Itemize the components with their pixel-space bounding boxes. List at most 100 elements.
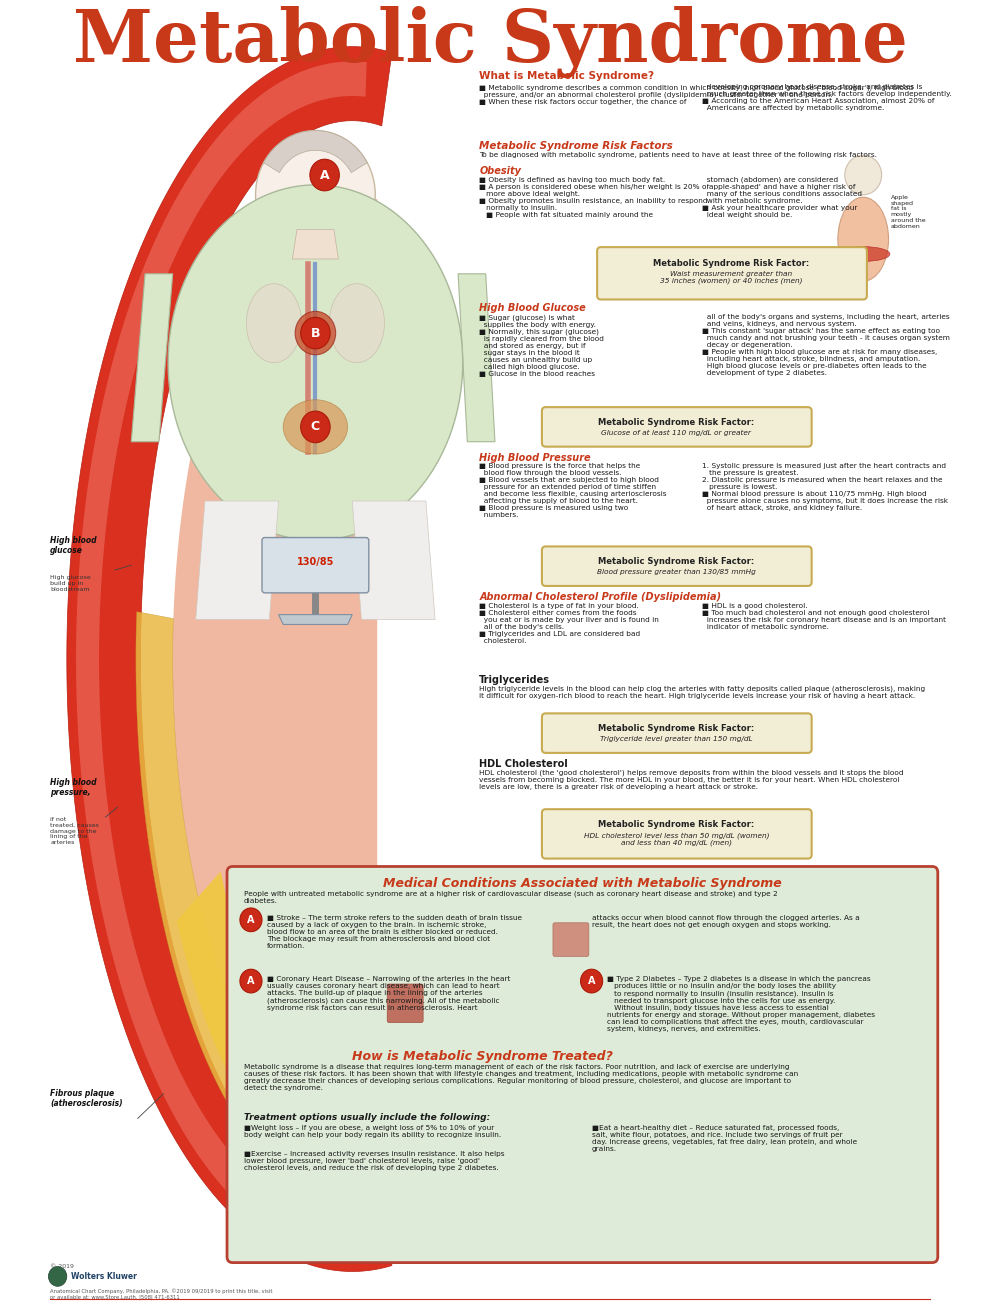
Text: People with untreated metabolic syndrome are at a higher risk of cardiovascular : People with untreated metabolic syndrome… (244, 890, 777, 903)
Text: Metabolic Syndrome Risk Factor:: Metabolic Syndrome Risk Factor: (653, 260, 810, 267)
Text: Abnormal Cholesterol Profile (Dyslipidemia): Abnormal Cholesterol Profile (Dyslipidem… (479, 591, 721, 602)
Text: Fibrous plaque
(atherosclerosis): Fibrous plaque (atherosclerosis) (50, 1089, 123, 1109)
Circle shape (250, 389, 261, 401)
Circle shape (254, 538, 265, 549)
Text: High blood
pressure,: High blood pressure, (50, 777, 97, 797)
Text: To be diagnosed with metabolic syndrome, patients need to have at least three of: To be diagnosed with metabolic syndrome,… (479, 152, 877, 159)
Text: Metabolic Syndrome: Metabolic Syndrome (73, 5, 908, 77)
Text: High triglyceride levels in the blood can help clog the arteries with fatty depo: High triglyceride levels in the blood ca… (479, 686, 925, 699)
Text: ■ Type 2 Diabetes – Type 2 diabetes is a disease in which the pancreas
   produc: ■ Type 2 Diabetes – Type 2 diabetes is a… (607, 977, 875, 1032)
Circle shape (323, 459, 334, 471)
Text: B: B (311, 326, 320, 340)
Circle shape (295, 311, 336, 355)
Text: attacks occur when blood cannot flow through the clogged arteries. As a
result, : attacks occur when blood cannot flow thr… (592, 915, 859, 928)
Circle shape (343, 408, 354, 420)
Text: Metabolic Syndrome Risk Factors: Metabolic Syndrome Risk Factors (479, 142, 673, 152)
Text: Apple
shaped
fat is
mostly
around the
abdomen: Apple shaped fat is mostly around the ab… (891, 195, 925, 229)
Circle shape (305, 448, 316, 461)
Text: ■Eat a heart-healthy diet – Reduce saturated fat, processed foods,
salt, white f: ■Eat a heart-healthy diet – Reduce satur… (592, 1125, 857, 1152)
Text: if not
treated, causes
damage to the
lining of the
arteries: if not treated, causes damage to the lin… (50, 817, 99, 846)
Text: Metabolic Syndrome Risk Factor:: Metabolic Syndrome Risk Factor: (598, 557, 754, 566)
Circle shape (329, 388, 340, 400)
Text: ■Weight loss – If you are obese, a weight loss of 5% to 10% of your
body weight : ■Weight loss – If you are obese, a weigh… (244, 1125, 501, 1138)
Text: HDL Cholesterol: HDL Cholesterol (479, 759, 568, 768)
Text: HDL cholesterol level less than 50 mg/dL (women)
and less than 40 mg/dL (men): HDL cholesterol level less than 50 mg/dL… (584, 832, 769, 846)
Polygon shape (292, 229, 338, 260)
Circle shape (325, 399, 336, 410)
Polygon shape (173, 195, 377, 1124)
Polygon shape (458, 274, 495, 442)
Circle shape (264, 465, 275, 477)
Text: all of the body's organs and systems, including the heart, arteries
  and veins,: all of the body's organs and systems, in… (702, 315, 950, 376)
Text: A: A (247, 977, 255, 986)
Circle shape (228, 469, 239, 481)
Circle shape (301, 374, 312, 385)
Text: 130/85: 130/85 (297, 557, 334, 568)
Circle shape (302, 479, 314, 490)
Circle shape (328, 281, 339, 292)
Circle shape (350, 496, 361, 507)
Text: ■ Metabolic syndrome describes a common condition in which obesity, high blood g: ■ Metabolic syndrome describes a common … (479, 84, 913, 105)
Text: © 2019: © 2019 (50, 1264, 74, 1269)
Circle shape (316, 519, 327, 531)
Text: How is Metabolic Syndrome Treated?: How is Metabolic Syndrome Treated? (352, 1050, 613, 1063)
Circle shape (306, 552, 317, 564)
FancyBboxPatch shape (542, 547, 812, 586)
Text: What is Metabolic Syndrome?: What is Metabolic Syndrome? (479, 71, 654, 81)
Circle shape (240, 969, 262, 992)
Ellipse shape (329, 283, 384, 363)
Circle shape (337, 341, 348, 353)
Text: C: C (311, 421, 320, 434)
Text: ■ Blood pressure is the force that helps the
  blood flow through the blood vess: ■ Blood pressure is the force that helps… (479, 464, 667, 518)
Text: ■ Obesity is defined as having too much body fat.
■ A person is considered obese: ■ Obesity is defined as having too much … (479, 177, 710, 218)
Text: Treatment options usually include the following:: Treatment options usually include the fo… (244, 1113, 490, 1122)
Ellipse shape (283, 400, 348, 454)
Text: Medical Conditions Associated with Metabolic Syndrome: Medical Conditions Associated with Metab… (383, 877, 782, 890)
Circle shape (301, 503, 312, 515)
Polygon shape (196, 501, 279, 620)
Circle shape (259, 503, 270, 515)
Text: High blood
glucose: High blood glucose (50, 536, 97, 556)
Text: Glucose of at least 110 mg/dL or greater: Glucose of at least 110 mg/dL or greater (601, 430, 751, 437)
Circle shape (310, 159, 339, 191)
Polygon shape (279, 615, 352, 624)
Text: HDL cholesterol (the 'good cholesterol') helps remove deposits from within the b: HDL cholesterol (the 'good cholesterol')… (479, 770, 904, 791)
Circle shape (331, 502, 342, 514)
Text: A: A (320, 169, 329, 181)
Ellipse shape (246, 283, 302, 363)
Circle shape (266, 362, 277, 374)
Text: ■ Coronary Heart Disease – Narrowing of the arteries in the heart
usually causes: ■ Coronary Heart Disease – Narrowing of … (267, 977, 510, 1011)
Circle shape (238, 548, 249, 560)
Text: High Blood Pressure: High Blood Pressure (479, 452, 591, 463)
Circle shape (240, 909, 262, 932)
Text: Triglycerides: Triglycerides (479, 675, 550, 684)
Circle shape (301, 412, 330, 443)
Text: stomach (abdomen) are considered
  'apple-shaped' and have a higher risk of
  ma: stomach (abdomen) are considered 'apple-… (702, 177, 862, 219)
Text: Anatomical Chart Company, Philadelphia, PA. ©2019 09/2019 to print this title, v: Anatomical Chart Company, Philadelphia, … (50, 1289, 273, 1294)
Polygon shape (177, 872, 380, 1183)
Circle shape (233, 527, 244, 539)
Text: High glucose
build up in
bloodstream: High glucose build up in bloodstream (50, 576, 91, 591)
Circle shape (312, 409, 323, 421)
Polygon shape (136, 612, 382, 1202)
Text: High Blood Glucose: High Blood Glucose (479, 303, 586, 313)
Circle shape (288, 572, 299, 583)
Text: Wolters Kluwer: Wolters Kluwer (71, 1272, 137, 1281)
Circle shape (291, 353, 302, 364)
Text: or available at: www.Store.Lauth. |508| 471-6311: or available at: www.Store.Lauth. |508| … (50, 1294, 180, 1299)
Text: ■Exercise – Increased activity reverses insulin resistance. It also helps
lower : ■Exercise – Increased activity reverses … (244, 1151, 504, 1171)
FancyBboxPatch shape (227, 867, 938, 1262)
Wedge shape (264, 131, 367, 173)
FancyBboxPatch shape (542, 713, 812, 753)
Circle shape (845, 155, 882, 195)
FancyBboxPatch shape (553, 923, 589, 957)
Text: developing coronary heart disease, stroke, and diabetes is
  much greater than w: developing coronary heart disease, strok… (702, 84, 952, 111)
Circle shape (284, 465, 295, 477)
Text: Obesity: Obesity (479, 166, 521, 176)
Text: Metabolic Syndrome Risk Factor:: Metabolic Syndrome Risk Factor: (598, 821, 754, 829)
Text: Metabolic Syndrome Risk Factor:: Metabolic Syndrome Risk Factor: (598, 418, 754, 427)
Ellipse shape (838, 197, 889, 281)
Circle shape (235, 422, 246, 434)
FancyBboxPatch shape (542, 408, 812, 447)
Circle shape (348, 325, 359, 337)
